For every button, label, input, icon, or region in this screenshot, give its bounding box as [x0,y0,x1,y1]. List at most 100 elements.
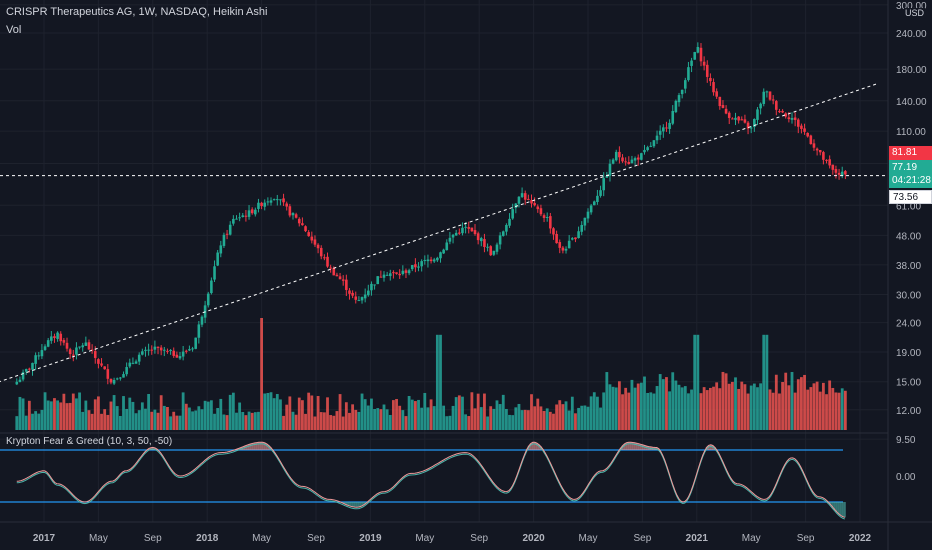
volume-bar [715,382,719,430]
volume-bar [614,387,618,430]
volume-bar [649,392,653,430]
candle-up [674,99,678,114]
candle-up [687,61,690,82]
volume-bar [555,404,559,430]
candle-down [351,290,354,299]
volume-bar [344,402,348,430]
candle-down [175,351,179,358]
volume-bar [567,410,571,430]
candle-up [197,320,201,344]
price-tick-label: 240.00 [896,29,927,40]
candle-up [37,351,41,360]
candle-up [191,346,194,352]
candle-down [837,168,841,180]
time-tick-label: 2020 [522,533,545,544]
volume-bar [272,398,276,430]
volume-bar [398,405,402,430]
candle-up [200,315,204,328]
volume-bar [203,400,207,430]
candle-up [643,144,646,155]
candle-up [420,259,423,272]
currency-label[interactable]: USD [904,8,926,18]
volume-bar [476,393,480,430]
volume-bar [771,392,775,430]
candle-up [652,140,656,148]
axes: 300.00240.00180.00140.00110.0085.0061.00… [33,1,927,544]
volume-label[interactable]: Vol [6,24,22,36]
candle-down [724,105,728,115]
time-tick-label: May [252,533,271,544]
volume-bar [253,412,257,430]
candle-up [370,281,373,296]
candle-up [495,242,499,255]
volume-bar [103,409,107,430]
candle-up [662,124,665,138]
candle-up [272,198,276,201]
price-tick-label: 140.00 [896,97,927,108]
candle-up [382,271,386,282]
candle-down [348,288,351,300]
volume-bar [592,392,596,430]
candle-down [800,123,803,134]
volume-bar [169,416,172,430]
volume-bar [134,413,138,430]
chart-title[interactable]: CRISPR Therapeutics AG, 1W, NASDAQ, Heik… [6,6,268,18]
volume-bar [825,394,828,430]
volume-bar [589,396,593,430]
volume-bar [90,413,94,430]
last-price-value: 77.19 [892,162,918,173]
candle-down [822,150,825,165]
candle-up [586,208,590,223]
volume-bar [558,400,562,430]
candle-up [232,215,235,226]
candle-up [15,378,19,386]
volume-bar [454,397,458,430]
indicator-label[interactable]: Krypton Fear & Greed (10, 3, 50, -50) [6,436,173,447]
volume-bar [388,414,392,430]
candle-up [254,207,257,217]
price-tick-label: 24.00 [896,319,921,330]
candle-down [831,164,835,175]
candle-down [53,333,56,343]
candle-down [470,227,474,232]
volume-bar [426,407,430,430]
candle-up [169,349,172,355]
overlay-lines [0,83,888,383]
candle-up [125,362,128,377]
candle-up [442,248,445,254]
volume-bar [800,377,803,430]
candle-down [574,237,577,243]
volume-bar [27,400,31,430]
candle-up [291,212,295,220]
volume-bar [366,405,370,430]
volume-bar [505,408,508,430]
volume-bar [373,408,376,430]
volume-bar [188,407,191,430]
candle-down [778,108,781,114]
volume-bar [153,409,157,430]
candle-down [718,96,722,110]
candle-down [731,117,734,120]
candle-down [100,358,103,368]
volume-bar [420,407,424,430]
candle-up [388,269,392,281]
volume-bar [260,318,263,430]
candle-up [216,249,219,267]
candle-down [319,245,323,260]
volume-bar [542,411,546,430]
volume-bar [608,384,612,430]
volume-bar [310,395,314,430]
candle-up [46,337,50,348]
price-tick-label: 38.00 [896,261,921,272]
candle-down [59,331,63,346]
candle-up [376,276,380,285]
volume-bar [78,392,81,430]
candle-up [213,260,216,283]
candle-up [448,231,452,245]
candle-up [279,199,282,206]
candle-down [97,358,100,369]
price-tick-label: 61.00 [896,201,921,212]
volume-bar [586,406,590,430]
volume-bar [439,334,442,430]
